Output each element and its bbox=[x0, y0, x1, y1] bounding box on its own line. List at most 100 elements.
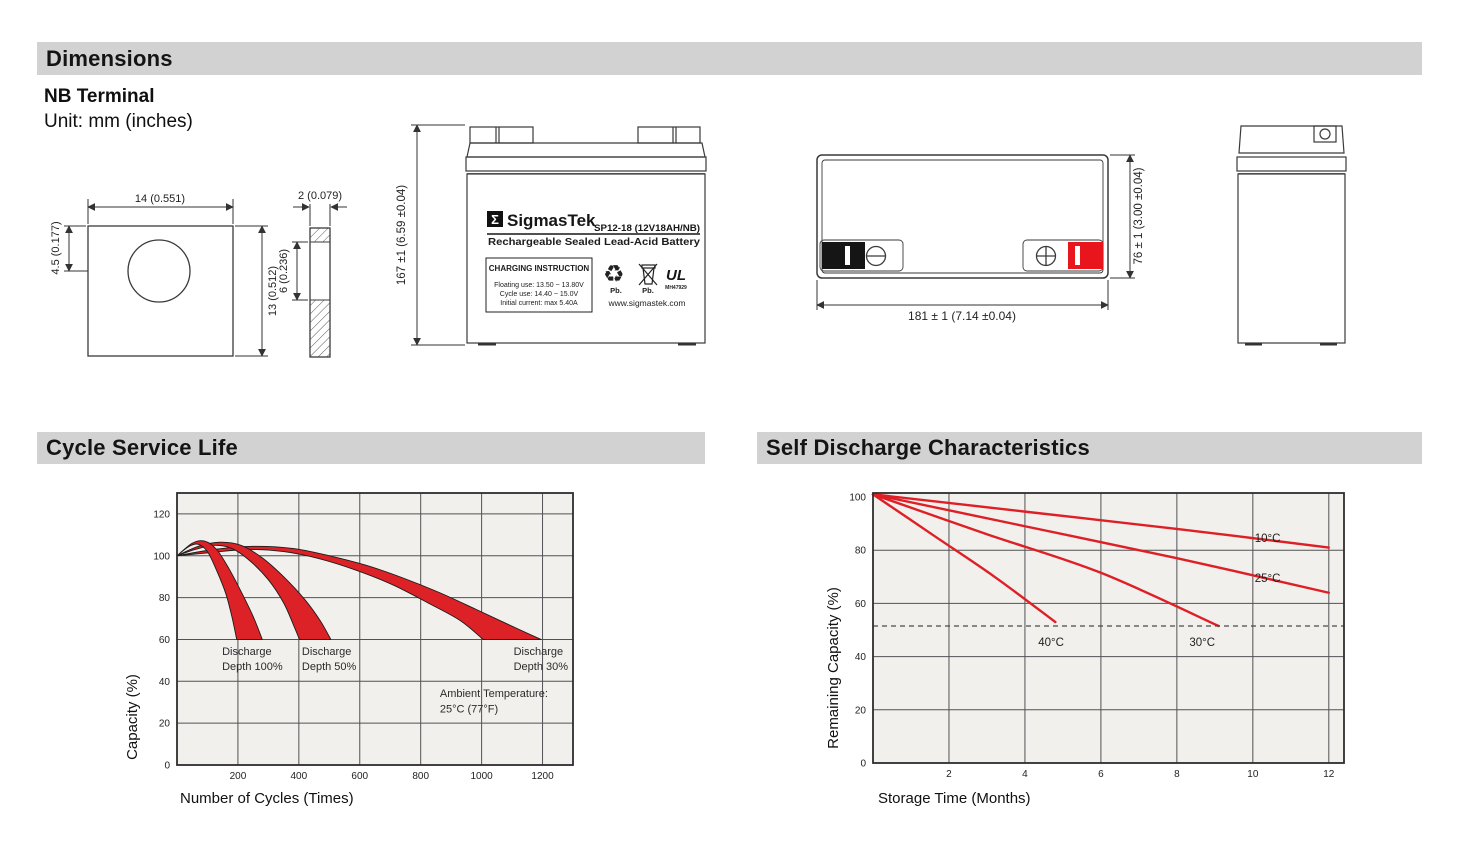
self-discharge-chart: 10°C 25°C 30°C 40°C 2 4 6 8 10 12 0 20 40 60 80 100 Stor… bbox=[800, 485, 1390, 825]
terminal-thickness-dim: 2 (0.079) bbox=[298, 190, 342, 202]
terminal-slot-height-dim: 6 (0.236) bbox=[278, 249, 290, 293]
svg-text:25°C (77°F): 25°C (77°F) bbox=[440, 704, 498, 716]
front-height-dimension bbox=[411, 124, 465, 346]
pb-label-1: Pb. bbox=[610, 286, 622, 295]
svg-text:200: 200 bbox=[230, 771, 247, 782]
terminal-dimension-lines bbox=[64, 199, 268, 357]
negative-post-icon bbox=[865, 245, 887, 267]
svg-text:Discharge: Discharge bbox=[302, 646, 352, 658]
top-depth-dim-label: 76 ± 1 (3.00 ±0.04) bbox=[1133, 167, 1145, 264]
svg-text:60: 60 bbox=[159, 635, 171, 646]
charging-instruction-box bbox=[485, 257, 593, 313]
svg-text:Ambient Temperature:: Ambient Temperature: bbox=[440, 688, 548, 700]
top-width-dim-label: 181 ± 1 (7.14 ±0.04) bbox=[908, 309, 1016, 323]
sigma-logo-box bbox=[487, 211, 503, 227]
recycle-icon: ♻ bbox=[603, 261, 625, 288]
terminal-side-dimension-lines bbox=[292, 203, 347, 301]
self-discharge-section-header: Self Discharge Characteristics bbox=[757, 432, 1422, 464]
ul-code: MH47929 bbox=[665, 285, 687, 291]
cycle-service-life-chart: Discharge Depth 100% Discharge Depth 50% Dis… bbox=[110, 485, 630, 825]
battery-front-view: 167 ±1 (6.59 ±0.04) Σ SigmasTek SP12-18 … bbox=[396, 124, 707, 346]
svg-text:10°C: 10°C bbox=[1255, 533, 1281, 545]
svg-text:20: 20 bbox=[159, 719, 171, 730]
positive-terminal-bar bbox=[1075, 246, 1080, 265]
battery-side-view bbox=[1236, 125, 1347, 346]
website-url: www.sigmastek.com bbox=[608, 298, 686, 308]
svg-text:100: 100 bbox=[849, 492, 866, 503]
terminal-detail-drawing: 14 (0.551) 4.5 (0.177) 13 (0.512) 2 (0.0… bbox=[50, 190, 347, 358]
svg-text:Depth 100%: Depth 100% bbox=[222, 661, 283, 673]
cycle-life-section-header: Cycle Service Life bbox=[37, 432, 705, 464]
battery-foot bbox=[1245, 343, 1262, 346]
svg-text:400: 400 bbox=[291, 771, 308, 782]
svg-text:800: 800 bbox=[412, 771, 429, 782]
svg-text:80: 80 bbox=[855, 546, 867, 557]
svg-text:Discharge: Discharge bbox=[222, 646, 272, 658]
svg-text:1200: 1200 bbox=[531, 771, 554, 782]
svg-text:80: 80 bbox=[159, 593, 171, 604]
battery-foot bbox=[678, 343, 696, 346]
svg-text:0: 0 bbox=[164, 761, 170, 772]
charging-heading: CHARGING INSTRUCTION bbox=[489, 264, 590, 273]
charging-line-1: Floating use: 13.50 ~ 13.80V bbox=[494, 282, 584, 289]
svg-text:Depth 50%: Depth 50% bbox=[302, 661, 357, 673]
terminal-width-dim: 14 (0.551) bbox=[135, 193, 185, 205]
top-view-dimension-lines bbox=[816, 154, 1135, 310]
chart-canvas: Discharge Depth 100% Discharge Depth 50% Dis… bbox=[124, 492, 574, 807]
svg-text:1000: 1000 bbox=[470, 771, 493, 782]
svg-text:0: 0 bbox=[860, 759, 866, 770]
battery-top-view: 181 ± 1 (7.14 ±0.04) 76 ± 1 (3.00 ±0.04) bbox=[816, 154, 1145, 323]
brand-name: SigmasTek bbox=[507, 211, 596, 230]
terminal-height-dim: 13 (0.512) bbox=[267, 266, 279, 316]
svg-text:Storage Time (Months): Storage Time (Months) bbox=[878, 790, 1031, 807]
cycle-life-section-title: Cycle Service Life bbox=[46, 435, 238, 460]
svg-text:40: 40 bbox=[855, 652, 867, 663]
dimensions-section-title: Dimensions bbox=[46, 45, 173, 71]
negative-terminal-bar bbox=[845, 246, 850, 265]
pb-label-2: Pb. bbox=[642, 286, 654, 295]
self-discharge-section-title: Self Discharge Characteristics bbox=[766, 435, 1090, 460]
positive-post-icon bbox=[1035, 245, 1057, 267]
svg-text:12: 12 bbox=[1323, 769, 1335, 780]
unit-note: Unit: mm (inches) bbox=[44, 111, 193, 132]
front-height-dim-label: 167 ±1 (6.59 ±0.04) bbox=[396, 185, 408, 285]
svg-text:Discharge: Discharge bbox=[514, 646, 564, 658]
terminal-side-view bbox=[309, 227, 331, 358]
charging-line-2: Cycle use: 14.40 ~ 15.0V bbox=[500, 291, 579, 298]
svg-text:60: 60 bbox=[855, 599, 867, 610]
svg-text:40°C: 40°C bbox=[1038, 637, 1064, 649]
negative-terminal-marker bbox=[822, 242, 865, 269]
svg-text:6: 6 bbox=[1098, 769, 1104, 780]
battery-foot bbox=[1320, 343, 1337, 346]
terminal-hole bbox=[127, 239, 191, 303]
svg-text:4: 4 bbox=[1022, 769, 1028, 780]
svg-text:8: 8 bbox=[1174, 769, 1180, 780]
charging-line-3: Initial current: max 5.40A bbox=[500, 300, 578, 307]
battery-front-outline bbox=[465, 126, 707, 344]
terminal-hole-offset-dim: 4.5 (0.177) bbox=[50, 221, 62, 274]
svg-text:Number of Cycles (Times): Number of Cycles (Times) bbox=[180, 790, 354, 807]
svg-text:600: 600 bbox=[351, 771, 368, 782]
svg-text:20: 20 bbox=[855, 705, 867, 716]
svg-text:120: 120 bbox=[153, 509, 170, 520]
terminal-front-view bbox=[87, 225, 234, 357]
svg-text:25°C: 25°C bbox=[1255, 573, 1281, 585]
positive-terminal-marker bbox=[1068, 242, 1103, 269]
svg-text:30°C: 30°C bbox=[1189, 637, 1215, 649]
nb-terminal-title: NB Terminal bbox=[44, 86, 155, 107]
sigma-logo-glyph: Σ bbox=[491, 212, 499, 227]
dimensions-section-header: Dimensions bbox=[37, 42, 1422, 75]
chart-canvas: 10°C 25°C 30°C 40°C 2 4 6 8 10 12 0 20 40 60 80 100 Stor… bbox=[825, 492, 1345, 807]
trash-bin-icon bbox=[638, 263, 658, 286]
svg-text:Capacity (%): Capacity (%) bbox=[124, 674, 141, 760]
battery-tagline: Rechargeable Sealed Lead-Acid Battery bbox=[488, 236, 700, 248]
svg-text:10: 10 bbox=[1247, 769, 1259, 780]
svg-text:Remaining Capacity (%): Remaining Capacity (%) bbox=[825, 587, 842, 749]
svg-text:Depth 30%: Depth 30% bbox=[514, 661, 569, 673]
battery-foot bbox=[478, 343, 496, 346]
model-number: SP12-18 (12V18AH/NB) bbox=[594, 223, 700, 233]
svg-text:40: 40 bbox=[159, 677, 171, 688]
battery-side-outline bbox=[1236, 125, 1347, 344]
ul-icon: UL bbox=[666, 267, 686, 284]
